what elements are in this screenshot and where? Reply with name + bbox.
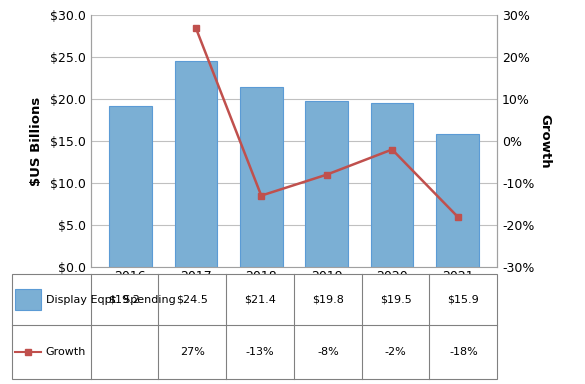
Text: $21.4: $21.4 <box>244 295 276 305</box>
Text: $24.5: $24.5 <box>177 295 208 305</box>
Bar <box>109 106 152 267</box>
Text: -13%: -13% <box>246 348 274 358</box>
Bar <box>436 134 479 267</box>
Text: $19.8: $19.8 <box>312 295 344 305</box>
Bar <box>174 61 217 267</box>
Bar <box>371 103 414 267</box>
Text: -8%: -8% <box>317 348 339 358</box>
Y-axis label: Growth: Growth <box>538 114 551 169</box>
Text: $15.9: $15.9 <box>448 295 479 305</box>
Bar <box>12 274 497 379</box>
FancyBboxPatch shape <box>15 289 41 310</box>
Text: -18%: -18% <box>449 348 478 358</box>
Bar <box>305 101 348 267</box>
Text: -2%: -2% <box>385 348 407 358</box>
Text: Growth: Growth <box>46 348 86 358</box>
Bar <box>240 88 283 267</box>
Y-axis label: $US Billions: $US Billions <box>30 96 43 186</box>
Text: 27%: 27% <box>180 348 205 358</box>
Text: $19.5: $19.5 <box>380 295 411 305</box>
Text: $19.2: $19.2 <box>109 295 140 305</box>
Text: Display Eqpt. Spending: Display Eqpt. Spending <box>46 295 175 305</box>
